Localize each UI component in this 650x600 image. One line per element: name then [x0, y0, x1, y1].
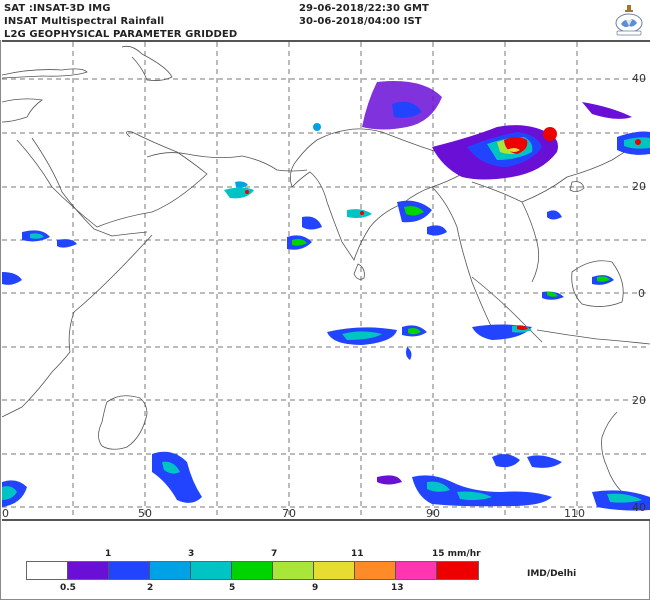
lat-label-40s: 40 [632, 501, 646, 514]
cbar-tick-9: 9 [312, 583, 319, 593]
product-label: INSAT Multispectral Rainfall [4, 16, 165, 27]
lon-label-70: 70 [282, 507, 296, 520]
colorbar [26, 561, 479, 580]
colorbar-seg-3 [150, 562, 191, 579]
time-gmt: 29-06-2018/22:30 GMT [299, 3, 429, 14]
header: SAT :INSAT-3D IMG INSAT Multispectral Ra… [0, 0, 650, 40]
cbar-tick-15: 15 mm/hr [432, 549, 481, 559]
lon-label-90: 90 [426, 507, 440, 520]
colorbar-seg-5 [232, 562, 273, 579]
colorbar-seg-1 [68, 562, 109, 579]
credit-label: IMD/Delhi [527, 569, 577, 579]
cbar-tick-2: 2 [147, 583, 154, 593]
cbar-tick-1: 1 [105, 549, 112, 559]
colorbar-seg-10 [437, 562, 478, 579]
imd-emblem-icon [612, 4, 646, 37]
colorbar-seg-4 [191, 562, 232, 579]
satellite-label: SAT :INSAT-3D IMG [4, 3, 111, 14]
colorbar-seg-8 [355, 562, 396, 579]
coastlines [2, 45, 650, 501]
lon-label-110: 110 [564, 507, 585, 520]
lat-label-20s: 20 [632, 394, 646, 407]
time-ist: 30-06-2018/04:00 IST [299, 16, 422, 27]
cbar-tick-7: 7 [271, 549, 278, 559]
lat-label-40n: 40 [632, 72, 646, 85]
colorbar-seg-9 [396, 562, 437, 579]
colorbar-seg-6 [273, 562, 314, 579]
lon-label-50: 50 [138, 507, 152, 520]
colorbar-seg-7 [314, 562, 355, 579]
cbar-tick-13: 13 [391, 583, 404, 593]
cbar-tick-3: 3 [188, 549, 195, 559]
level-label: L2G GEOPHYSICAL PARAMETER GRIDDED [4, 29, 238, 40]
rainfall-map: 40 20 0 20 40 0 50 70 90 110 [2, 40, 650, 521]
lon-label-30: 0 [2, 507, 9, 520]
colorbar-seg-0 [27, 562, 68, 579]
cbar-tick-11: 11 [351, 549, 364, 559]
colorbar-seg-2 [109, 562, 150, 579]
lat-label-0: 0 [638, 287, 645, 300]
cbar-tick-5: 5 [229, 583, 236, 593]
cbar-tick-0-5: 0.5 [60, 583, 76, 593]
rainfall-overlay [2, 81, 650, 511]
lat-label-20n: 20 [632, 180, 646, 193]
gridlines [2, 42, 650, 519]
